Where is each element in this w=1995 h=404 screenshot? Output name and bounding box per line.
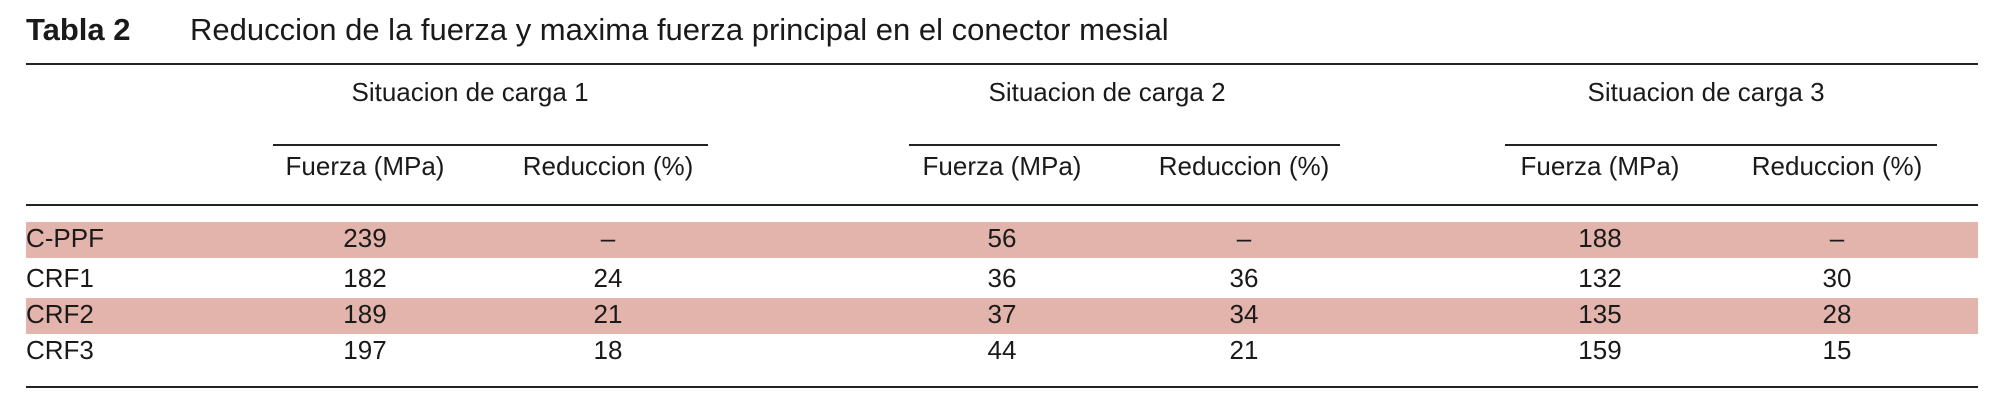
column-header: Fuerza (MPa) — [922, 151, 1082, 181]
table-cell: 36 — [987, 263, 1017, 293]
table-cell: 34 — [1229, 299, 1259, 329]
table-cell: 15 — [1822, 335, 1852, 365]
column-header: Reduccion (%) — [522, 151, 694, 181]
table-cell: 44 — [987, 335, 1017, 365]
row-label: CRF3 — [26, 335, 94, 365]
group-header: Situacion de carga 2 — [988, 77, 1226, 107]
table-cell: 135 — [1578, 299, 1622, 329]
bottom-rule — [26, 386, 1978, 388]
table-cell: 21 — [1229, 335, 1259, 365]
table-cell: 18 — [593, 335, 623, 365]
table-title: Reduccion de la fuerza y maxima fuerza p… — [190, 12, 1169, 47]
table-cell: 24 — [593, 263, 623, 293]
column-header: Reduccion (%) — [1158, 151, 1330, 181]
group-header: Situacion de carga 1 — [351, 77, 589, 107]
table-cell: 189 — [343, 299, 387, 329]
table-label: Tabla 2 — [26, 12, 131, 47]
table-cell: 132 — [1578, 263, 1622, 293]
column-header: Fuerza (MPa) — [1520, 151, 1680, 181]
table-cell: 182 — [343, 263, 387, 293]
row-label: C-PPF — [26, 223, 104, 253]
table-cell: – — [1236, 223, 1252, 253]
table-cell: 188 — [1578, 223, 1622, 253]
table-cell: 30 — [1822, 263, 1852, 293]
column-header: Reduccion (%) — [1751, 151, 1923, 181]
group-header: Situacion de carga 3 — [1587, 77, 1825, 107]
header-rule — [26, 204, 1978, 206]
row-label: CRF1 — [26, 263, 94, 293]
table-cell: – — [600, 223, 616, 253]
row-shade — [26, 222, 1978, 258]
table-cell: 56 — [987, 223, 1017, 253]
table-cell: 37 — [987, 299, 1017, 329]
table-cell: 21 — [593, 299, 623, 329]
table-cell: 239 — [343, 223, 387, 253]
row-label: CRF2 — [26, 299, 94, 329]
group-underline — [273, 144, 708, 146]
table-cell: 36 — [1229, 263, 1259, 293]
table-cell: – — [1829, 223, 1845, 253]
table-cell: 197 — [343, 335, 387, 365]
top-rule — [26, 63, 1978, 65]
column-header: Fuerza (MPa) — [285, 151, 445, 181]
table-cell: 28 — [1822, 299, 1852, 329]
row-shade — [26, 298, 1978, 334]
group-underline — [909, 144, 1340, 146]
table-cell: 159 — [1578, 335, 1622, 365]
group-underline — [1505, 144, 1937, 146]
